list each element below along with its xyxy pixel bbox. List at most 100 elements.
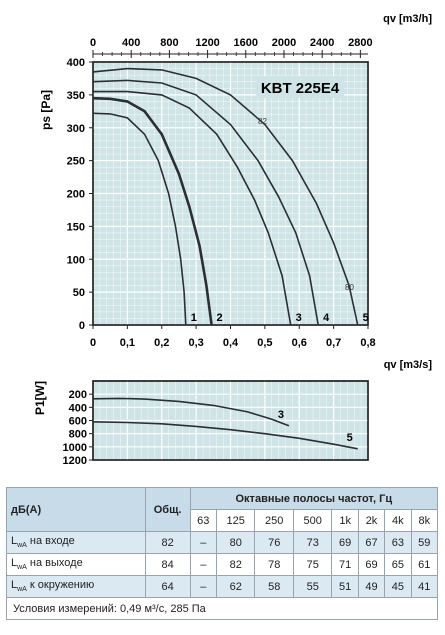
curve-label-2: 2: [217, 312, 223, 324]
measurement-conditions: Условия измерений: 0,49 м³/с, 285 Па: [6, 597, 438, 620]
x-tick-label: 0,5: [257, 337, 272, 349]
x-tick-label: 0,1: [120, 337, 135, 349]
power-y-axis-title: P1[W]: [33, 381, 47, 415]
value-cell: 49: [357, 575, 386, 598]
value-cell: 84: [144, 553, 191, 576]
x-tick-label: 0,6: [292, 337, 307, 349]
value-cell: 63: [384, 531, 412, 554]
top-tick-label: 2000: [272, 37, 296, 49]
y-tick-label: 50: [73, 287, 85, 299]
y-tick-label: 250: [67, 156, 85, 168]
freq-cell: 63: [189, 509, 217, 532]
value-cell: –: [189, 531, 217, 554]
total-header: Общ.: [144, 487, 191, 532]
value-cell: 76: [254, 531, 294, 554]
top-tick-label: 1600: [234, 37, 258, 49]
y-tick-label: 150: [67, 221, 85, 233]
title-box: [256, 76, 344, 98]
value-cell: 51: [331, 575, 359, 598]
curve-label-3: 3: [296, 312, 302, 324]
value-cell: –: [189, 575, 217, 598]
curve-label-1: 1: [191, 312, 197, 324]
power-y-tick-label: 600: [69, 416, 87, 428]
row-label: LwA на выходе: [6, 553, 146, 576]
value-cell: 69: [331, 531, 359, 554]
curve-2: [92, 96, 213, 326]
x-tick-label: 0,8: [360, 337, 375, 349]
power-y-tick-label: 400: [69, 402, 87, 414]
x-tick-label: 0,2: [154, 337, 169, 349]
y-tick-label: 300: [67, 123, 85, 135]
power-y-tick-label: 1200: [63, 455, 87, 467]
freq-cell: 1k: [331, 509, 359, 532]
curve-5: [92, 67, 359, 326]
chart-title: KBT 225E4: [261, 80, 340, 97]
top-tick-label: 2400: [310, 37, 334, 49]
top-tick-label: 800: [160, 37, 178, 49]
db-header: дБ(А): [6, 487, 146, 532]
y-tick-label: 100: [67, 254, 85, 266]
value-cell: 62: [215, 575, 256, 598]
power-curve-3: [92, 397, 290, 427]
top-tick-label: 1200: [195, 37, 219, 49]
value-cell: 67: [357, 531, 386, 554]
value-cell: 75: [292, 553, 333, 576]
freq-cell: 2k: [357, 509, 386, 532]
value-cell: 41: [410, 575, 439, 598]
value-cell: 64: [144, 575, 191, 598]
row-label: LwA на входе: [6, 531, 146, 554]
bands-header: Октавные полосы частот, Гц: [189, 487, 439, 510]
x-tick-label: 0: [90, 337, 96, 349]
value-cell: –: [189, 553, 217, 576]
value-cell: 59: [410, 531, 439, 554]
power-y-tick-label: 200: [69, 389, 87, 401]
value-cell: 58: [254, 575, 294, 598]
curve-label-5: 5: [363, 312, 369, 324]
top-tick-label: 400: [122, 37, 140, 49]
table-row: LwA на входе 82 – 80 76 73 69 67 63 59: [6, 531, 439, 554]
annotation-label: 82: [258, 117, 267, 126]
value-cell: 80: [215, 531, 256, 554]
curve-4: [92, 79, 319, 326]
value-cell: 78: [254, 553, 294, 576]
value-cell: 82: [215, 553, 256, 576]
freq-cell: 500: [292, 509, 333, 532]
x-tick-label: 0,3: [188, 337, 203, 349]
value-cell: 69: [357, 553, 386, 576]
y-tick-label: 200: [67, 189, 85, 201]
power-y-tick-label: 1000: [63, 442, 87, 454]
y-tick-label: 400: [67, 57, 85, 69]
y-tick-label: 350: [67, 90, 85, 102]
row-label: LwA к окружению: [6, 575, 146, 598]
value-cell: 61: [410, 553, 439, 576]
top-axis-title: qv [m3/h]: [383, 13, 432, 25]
curve-3: [93, 90, 292, 326]
power-curve-label-5: 5: [347, 432, 353, 444]
table-row: LwA к окружению 64 – 62 58 55 51 49 45 4…: [6, 575, 439, 598]
power-curve-5: [92, 421, 358, 450]
top-tick-label: 0: [90, 37, 96, 49]
value-cell: 65: [384, 553, 412, 576]
y-axis-title: ps [Pa]: [39, 90, 53, 130]
value-cell: 45: [384, 575, 412, 598]
freq-cell: 125: [215, 509, 256, 532]
top-tick-label: 2800: [348, 37, 372, 49]
table-row: LwA на выходе 84 – 82 78 75 71 69 65 61: [6, 553, 439, 576]
value-cell: 71: [331, 553, 359, 576]
power-curve-label-3: 3: [278, 409, 284, 421]
freq-cell: 8k: [410, 509, 439, 532]
value-cell: 73: [292, 531, 333, 554]
bottom-axis-title: qv [m3/s]: [384, 359, 433, 371]
noise-table: дБ(А) Общ. Октавные полосы частот, Гц 63…: [6, 487, 439, 620]
freq-cell: 250: [254, 509, 294, 532]
x-tick-label: 0,4: [223, 337, 239, 349]
curve-1: [92, 112, 187, 326]
value-cell: 82: [144, 531, 191, 554]
y-tick-label: 0: [79, 320, 85, 332]
freq-cell: 4k: [384, 509, 412, 532]
curve-label-4: 4: [323, 312, 330, 324]
power-y-tick-label: 800: [69, 429, 87, 441]
value-cell: 55: [292, 575, 333, 598]
x-tick-label: 0,7: [326, 337, 341, 349]
